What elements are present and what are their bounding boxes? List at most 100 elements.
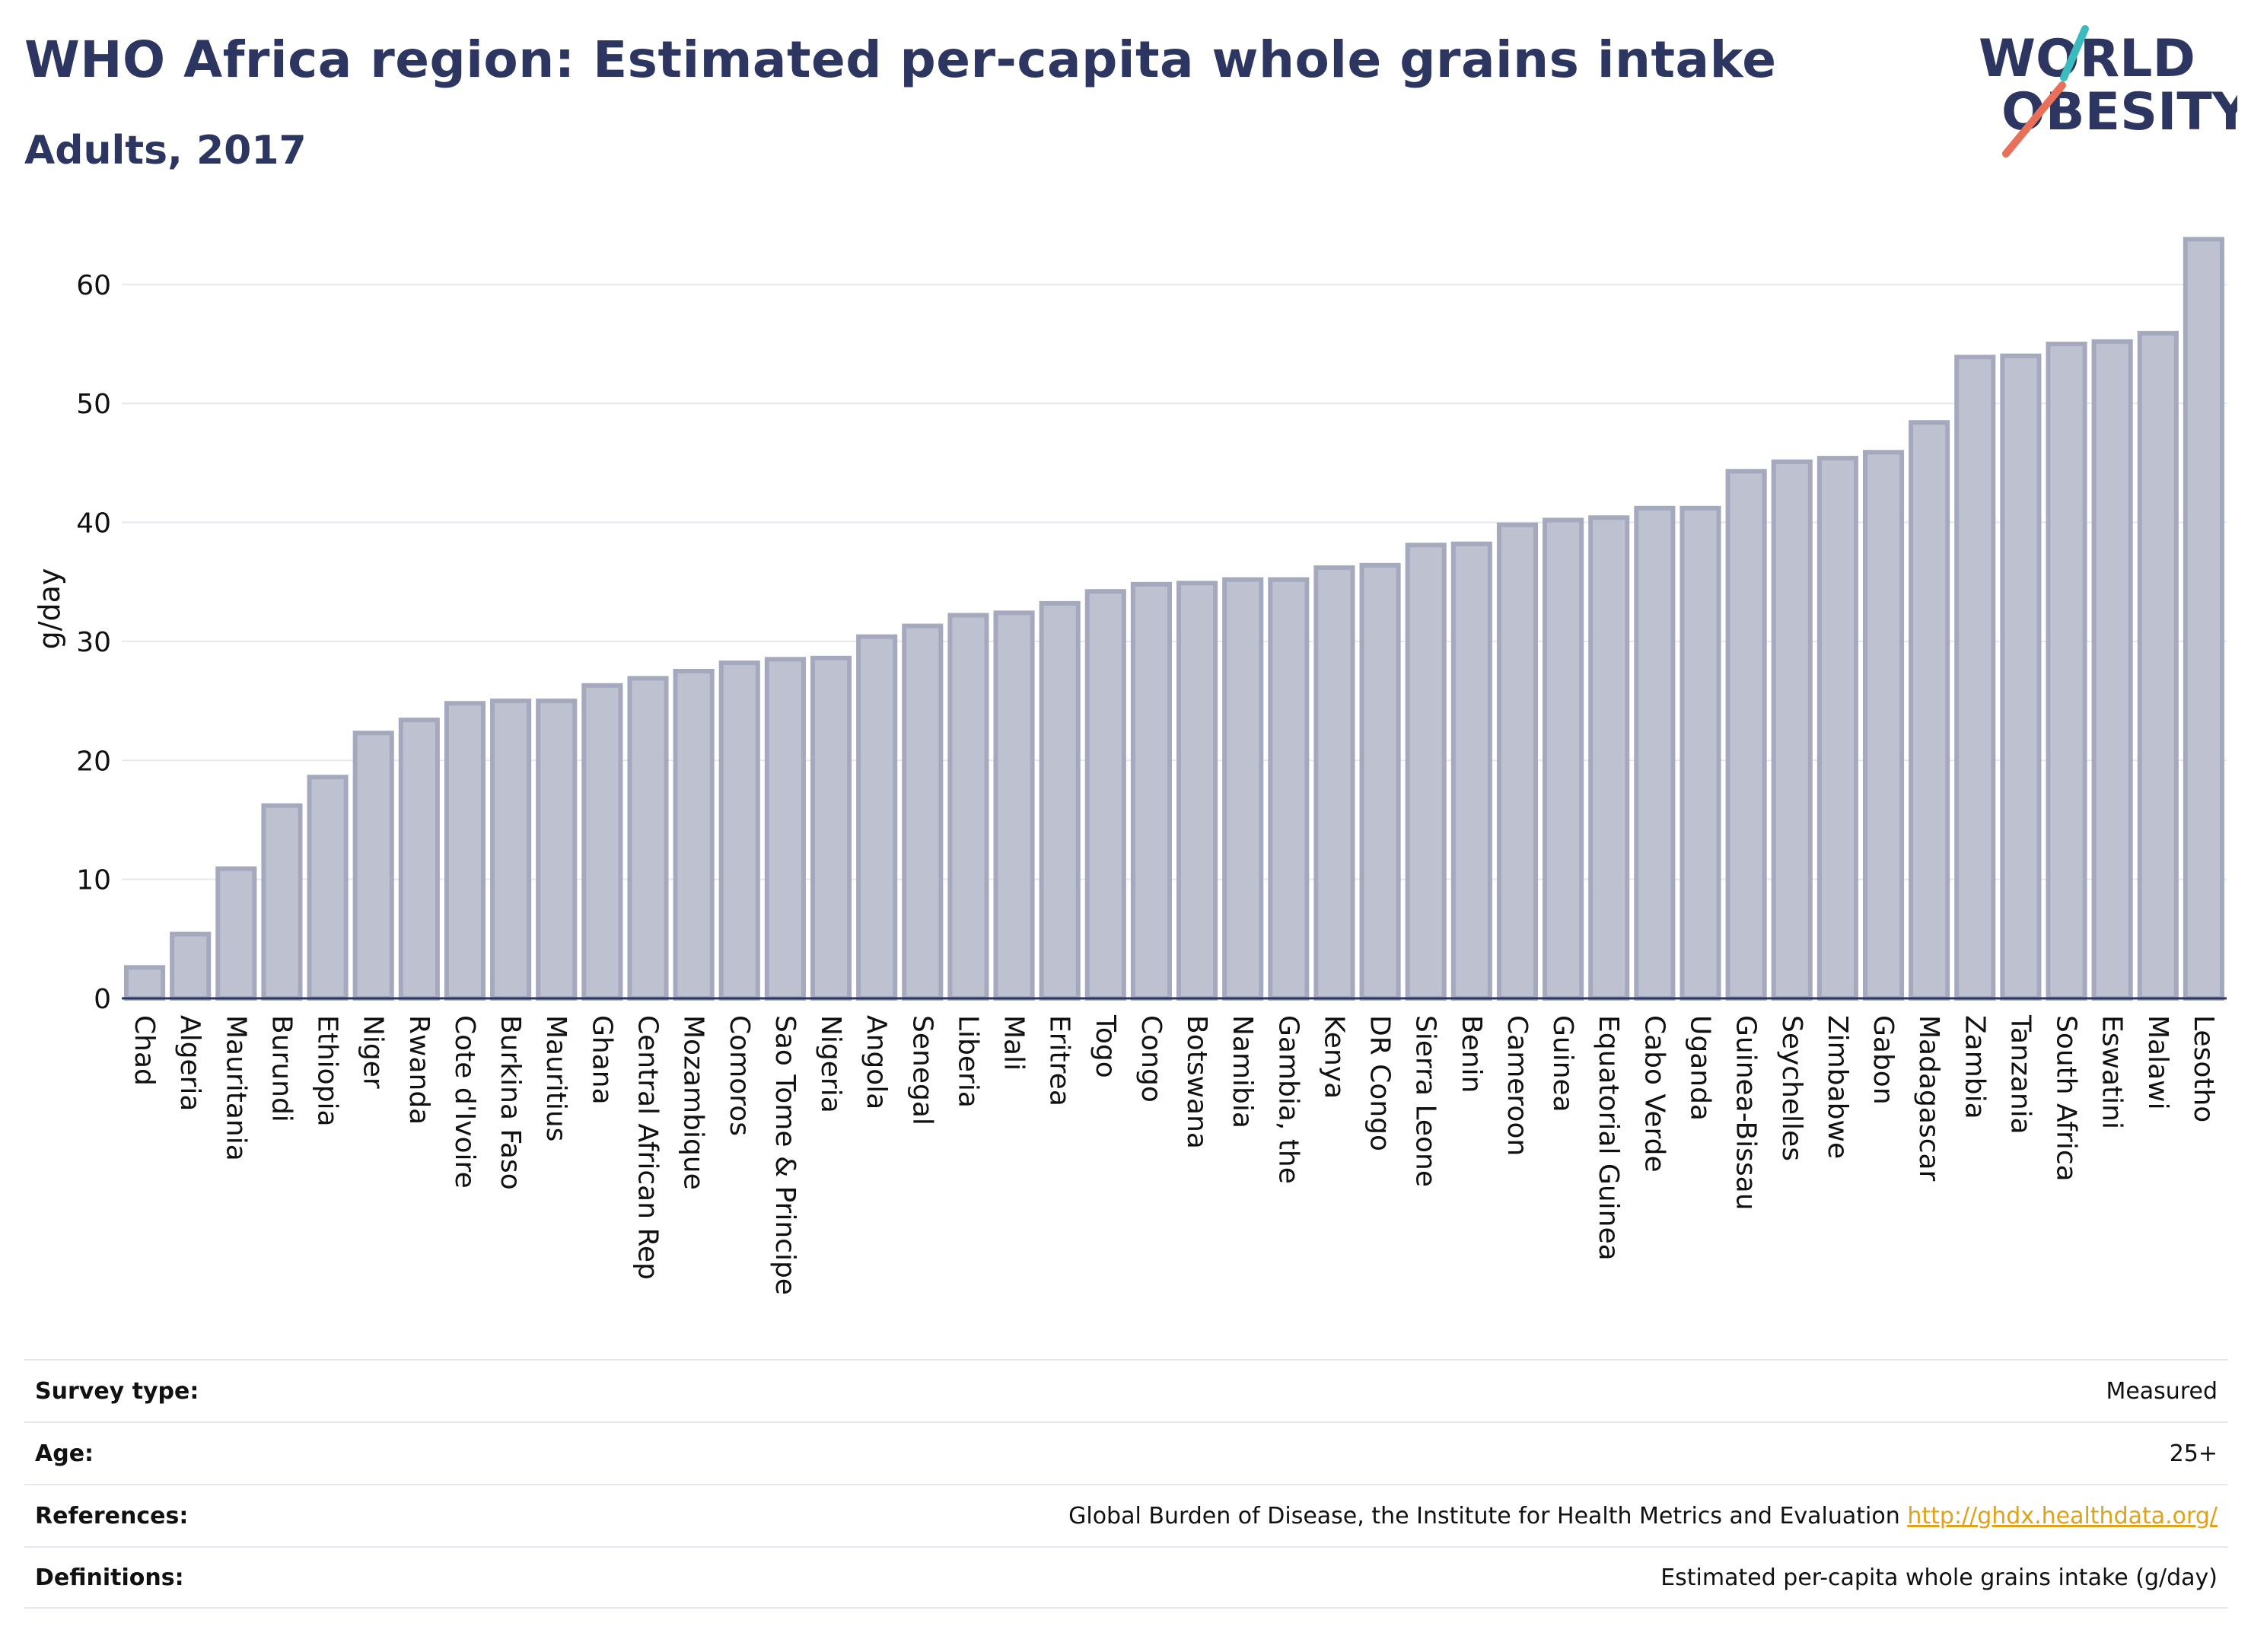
metadata-value-text: 25+ — [2169, 1440, 2218, 1467]
bar-congo — [1130, 581, 1172, 1001]
bar-namibia — [1222, 577, 1264, 1001]
metadata-value-text: Estimated per-capita whole grains intake… — [1660, 1564, 2218, 1591]
x-tick-label: Mali — [998, 1015, 1030, 1071]
bar-cabo-verde — [1634, 505, 1676, 1001]
bar-lesotho — [2183, 237, 2224, 1001]
x-tick-label: Tanzania — [2004, 1014, 2036, 1135]
metadata-value: Global Burden of Disease, the Institute … — [1068, 1503, 2218, 1529]
bar-gabon — [1862, 450, 1905, 1001]
bar-senegal — [902, 623, 944, 1001]
metadata-value: Measured — [2106, 1378, 2218, 1405]
bar-angola — [856, 634, 898, 1001]
x-tick-label: Burkina Faso — [495, 1015, 526, 1190]
bar-south-africa — [2046, 342, 2087, 1001]
x-tick-label: Rwanda — [403, 1015, 435, 1125]
metadata-value: 25+ — [2170, 1440, 2218, 1467]
bar-eswatini — [2091, 339, 2133, 1001]
bar-chart: 0 10 20 30 40 50 60 Chad Algeria Mauritania Burund… — [33, 237, 2227, 1295]
x-tick-label: Comoros — [724, 1015, 755, 1136]
bar-togo — [1084, 589, 1126, 1001]
axis-labels: 0 10 20 30 40 50 60 Chad Algeria Mauritania Burund… — [76, 270, 2219, 1295]
metadata-row: Survey type: Measured — [24, 1359, 2228, 1421]
metadata-label: Definitions: — [35, 1564, 184, 1591]
x-tick-label: Eritrea — [1044, 1015, 1075, 1106]
bar-burundi — [261, 803, 303, 1001]
x-tick-label: Benin — [1456, 1015, 1487, 1093]
bar-seychelles — [1771, 459, 1813, 1001]
bar-botswana — [1176, 581, 1218, 1001]
metadata-row: Age: 25+ — [24, 1421, 2228, 1484]
x-tick-label: Angola — [861, 1015, 892, 1109]
bar-zimbabwe — [1816, 456, 1858, 1001]
metadata-label: Age: — [35, 1440, 94, 1467]
bar-mauritania — [215, 866, 257, 1001]
bar-mauritius — [536, 699, 578, 1001]
bars — [124, 237, 2224, 1001]
x-tick-label: Gambia, the — [1272, 1015, 1304, 1184]
metadata-row: Definitions: Estimated per-capita whole g… — [24, 1546, 2228, 1609]
y-tick-label: 60 — [76, 270, 111, 301]
bar-liberia — [947, 613, 989, 1001]
x-tick-label: Sierra Leone — [1410, 1015, 1441, 1187]
bar-guinea-bissau — [1725, 469, 1767, 1001]
metadata-table: Survey type: Measured Age: 25+ References: Gl… — [24, 1359, 2228, 1609]
metadata-value-text: Global Burden of Disease, the Institute … — [1068, 1502, 1900, 1529]
bar-comoros — [718, 660, 760, 1001]
x-tick-label: DR Congo — [1364, 1015, 1396, 1151]
y-tick-label: 30 — [76, 627, 111, 658]
bar-benin — [1450, 541, 1492, 1001]
logo-slash-coral — [2002, 81, 2066, 158]
reference-link[interactable]: http://ghdx.healthdata.org/ — [1907, 1502, 2218, 1529]
bar-rwanda — [398, 718, 440, 1001]
bar-malawi — [2137, 330, 2179, 1001]
chart-title: WHO Africa region: Estimated per-capita … — [24, 30, 1777, 89]
bar-zambia — [1954, 355, 1996, 1001]
x-tick-label: Ethiopia — [312, 1015, 343, 1127]
bar-kenya — [1313, 565, 1355, 1001]
x-tick-label: Burundi — [266, 1015, 297, 1122]
y-tick-label: 50 — [76, 389, 111, 420]
bar-gambia-the — [1268, 577, 1310, 1001]
y-tick-label: 10 — [76, 865, 111, 896]
metadata-row: References: Global Burden of Disease, the… — [24, 1484, 2228, 1546]
x-tick-label: Niger — [358, 1015, 389, 1089]
world-obesity-logo: WORLD OBESITY — [1979, 25, 2237, 158]
x-tick-label: Sao Tome & Principe — [769, 1015, 801, 1295]
bar-chad — [124, 965, 166, 1001]
metadata-label: References: — [35, 1502, 189, 1529]
x-tick-label: Cabo Verde — [1638, 1015, 1670, 1173]
bar-guinea — [1543, 517, 1584, 1001]
x-tick-label: Lesotho — [2188, 1015, 2219, 1122]
y-tick-label: 0 — [94, 984, 111, 1015]
x-tick-label: Zimbabwe — [1822, 1015, 1853, 1159]
x-tick-label: Madagascar — [1913, 1015, 1944, 1182]
x-tick-label: Chad — [129, 1015, 160, 1086]
bar-mozambique — [673, 669, 715, 1001]
metadata-value-text: Measured — [2106, 1377, 2218, 1405]
bar-niger — [352, 731, 394, 1001]
x-tick-label: Congo — [1135, 1015, 1167, 1103]
chart-subtitle: Adults, 2017 — [24, 128, 307, 173]
x-tick-label: Equatorial Guinea — [1593, 1015, 1624, 1261]
x-tick-label: Algeria — [174, 1015, 205, 1112]
x-tick-label: Nigeria — [815, 1015, 846, 1113]
logo-slash-teal — [2060, 25, 2089, 81]
bar-tanzania — [2000, 353, 2042, 1001]
bar-nigeria — [810, 655, 852, 1001]
x-tick-label: Mauritius — [540, 1015, 572, 1141]
x-tick-label: Mozambique — [678, 1015, 709, 1190]
bar-central-african-rep — [627, 676, 669, 1001]
x-tick-label: Guinea — [1547, 1015, 1578, 1112]
x-tick-label: Cameroon — [1501, 1015, 1533, 1156]
y-tick-label: 40 — [76, 508, 111, 540]
x-tick-label: Senegal — [906, 1015, 938, 1125]
x-tick-label: Malawi — [2142, 1015, 2173, 1110]
bar-uganda — [1679, 505, 1721, 1001]
metadata-value: Estimated per-capita whole grains intake… — [1660, 1564, 2218, 1591]
x-tick-label: Uganda — [1685, 1015, 1716, 1121]
x-tick-label: Seychelles — [1776, 1015, 1807, 1161]
x-tick-label: Zambia — [1959, 1015, 1990, 1119]
bar-sierra-leone — [1405, 543, 1447, 1001]
x-tick-label: Gabon — [1867, 1015, 1899, 1105]
x-tick-label: Liberia — [952, 1015, 983, 1108]
